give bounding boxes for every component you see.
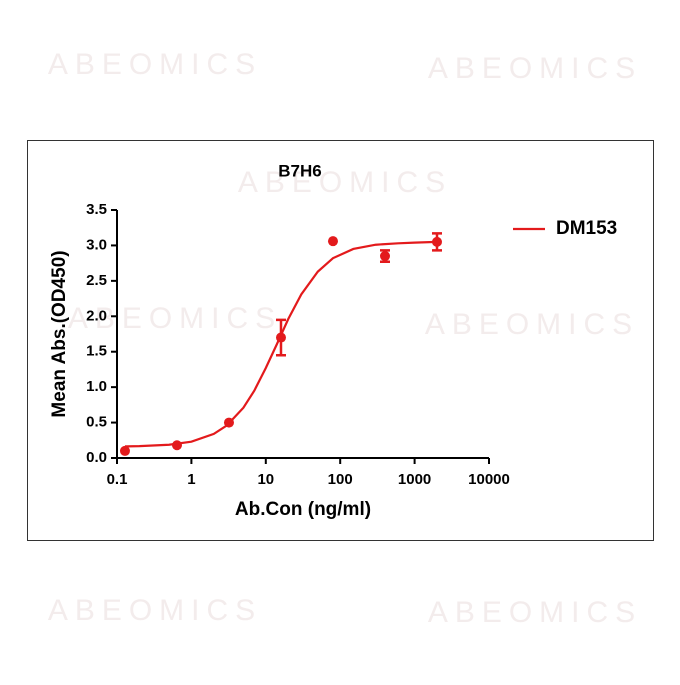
data-point: [327, 236, 338, 247]
fit-curve: [124, 240, 438, 448]
y-tick-label: 3.0: [86, 236, 107, 253]
y-tick-label: 3.5: [86, 201, 107, 218]
x-tick-label: 1000: [398, 471, 431, 488]
y-axis-label: Mean Abs.(OD450): [49, 250, 70, 417]
x-axis-label: Ab.Con (ng/ml): [235, 499, 371, 520]
data-point: [431, 236, 442, 247]
data-point: [379, 251, 390, 262]
data-point: [119, 445, 130, 456]
x-tick-label: 1: [187, 471, 195, 488]
y-tick-label: 2.0: [86, 307, 107, 324]
data-point: [171, 440, 182, 451]
x-tick-label: 10: [257, 471, 274, 488]
x-tick-label: 0.1: [107, 471, 128, 488]
watermark: ABEOMICS: [48, 594, 262, 627]
watermark: ABEOMICS: [48, 48, 262, 81]
y-tick-label: 1.5: [86, 343, 107, 360]
watermark: ABEOMICS: [425, 308, 639, 341]
y-tick-label: 1.0: [86, 378, 107, 395]
watermark: ABEOMICS: [238, 166, 452, 199]
y-tick-label: 0.5: [86, 414, 107, 431]
watermark: ABEOMICS: [428, 52, 642, 85]
x-tick-label: 10000: [468, 471, 510, 488]
frame: [27, 140, 654, 541]
data-point: [275, 332, 286, 343]
watermark: ABEOMICS: [68, 302, 282, 335]
y-tick-label: 2.5: [86, 272, 107, 289]
y-tick-label: 0.0: [86, 449, 107, 466]
chart-title: B7H6: [278, 161, 321, 180]
legend-label: DM153: [556, 218, 617, 239]
data-point: [223, 417, 234, 428]
x-tick-label: 100: [328, 471, 353, 488]
watermark: ABEOMICS: [428, 596, 642, 629]
